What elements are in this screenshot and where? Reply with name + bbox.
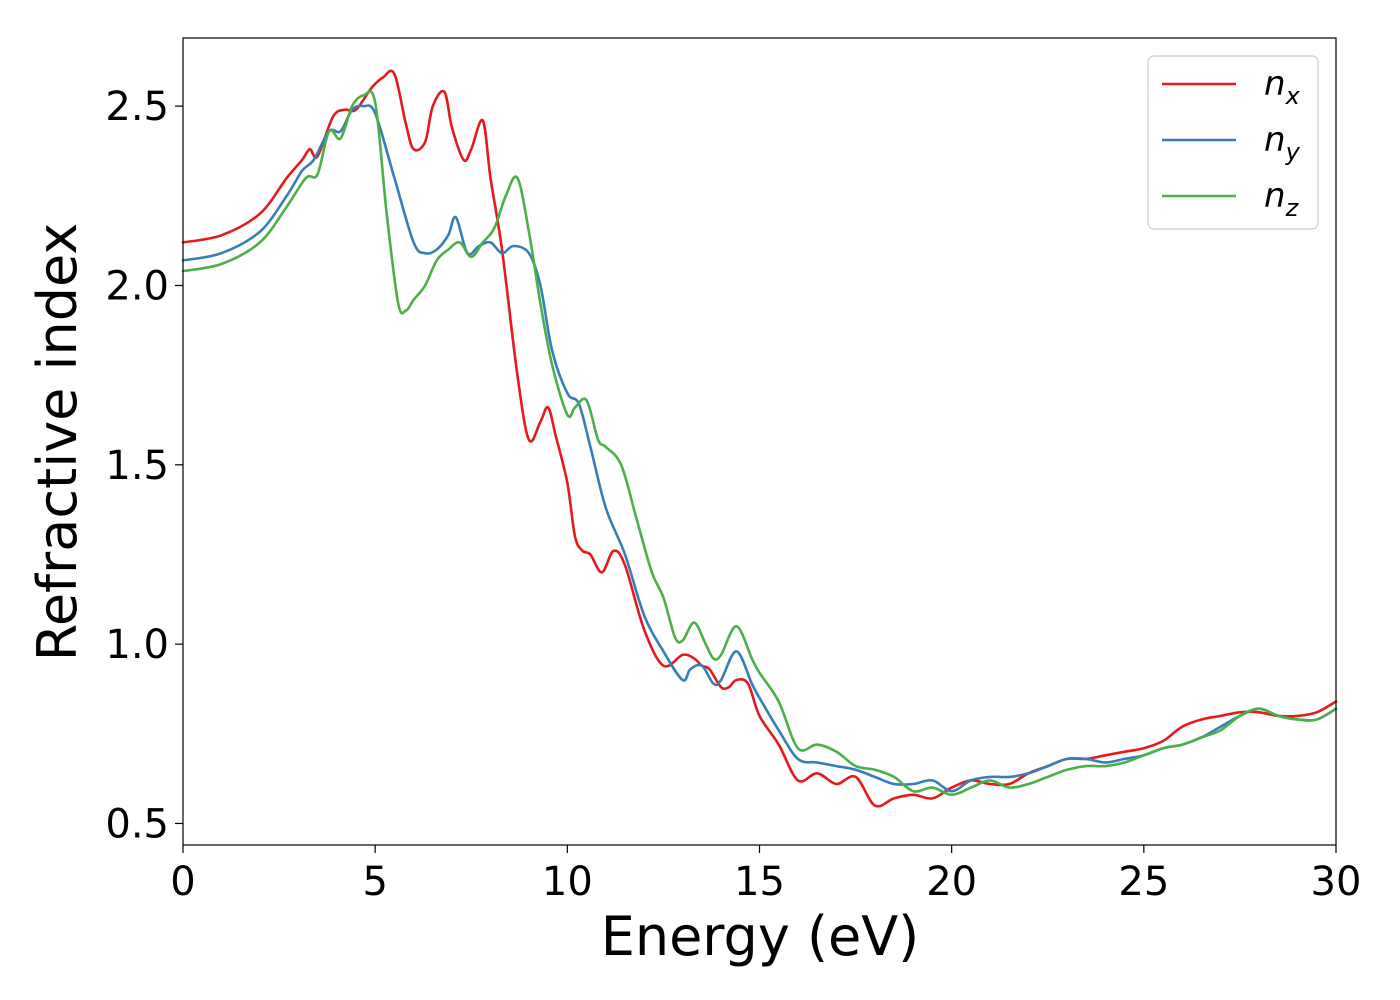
x-axis-label: Energy (eV) xyxy=(601,905,920,968)
legend-label-ny: ny xyxy=(1264,120,1301,166)
series-line-nz xyxy=(181,90,1338,797)
legend-box xyxy=(1147,55,1319,230)
legend-label-subscript: z xyxy=(1285,194,1300,222)
x-tick-label: 5 xyxy=(362,859,387,905)
x-tick-label: 0 xyxy=(170,859,195,905)
series-layer xyxy=(181,69,1338,808)
x-tick-label: 25 xyxy=(1118,859,1169,905)
y-tick-label: 0.5 xyxy=(105,801,169,847)
x-tick-label: 30 xyxy=(1311,859,1362,905)
legend-label-main: n xyxy=(1264,64,1286,104)
x-tick-label: 20 xyxy=(926,859,977,905)
x-tick-label: 15 xyxy=(734,859,785,905)
y-axis-ticks: 0.5 1.0 1.5 2.0 2.5 xyxy=(105,84,183,847)
legend-label-subscript: x xyxy=(1285,82,1301,110)
x-tick-label: 10 xyxy=(542,859,593,905)
x-axis-ticks: 0 5 10 15 20 25 30 xyxy=(170,845,1361,905)
y-tick-label: 1.0 xyxy=(105,622,169,668)
y-tick-label: 1.5 xyxy=(105,443,169,489)
y-tick-label: 2.0 xyxy=(105,263,169,309)
y-tick-label: 2.5 xyxy=(105,84,169,130)
legend-label-subscript: y xyxy=(1285,138,1301,166)
series-line-ny xyxy=(181,104,1338,793)
legend-label-nz: nz xyxy=(1264,176,1300,222)
legend-label-nx: nx xyxy=(1264,64,1301,110)
legend-label-main: n xyxy=(1264,120,1286,160)
legend-label-main: n xyxy=(1264,176,1286,216)
y-axis-label: Refractive index xyxy=(26,223,89,662)
